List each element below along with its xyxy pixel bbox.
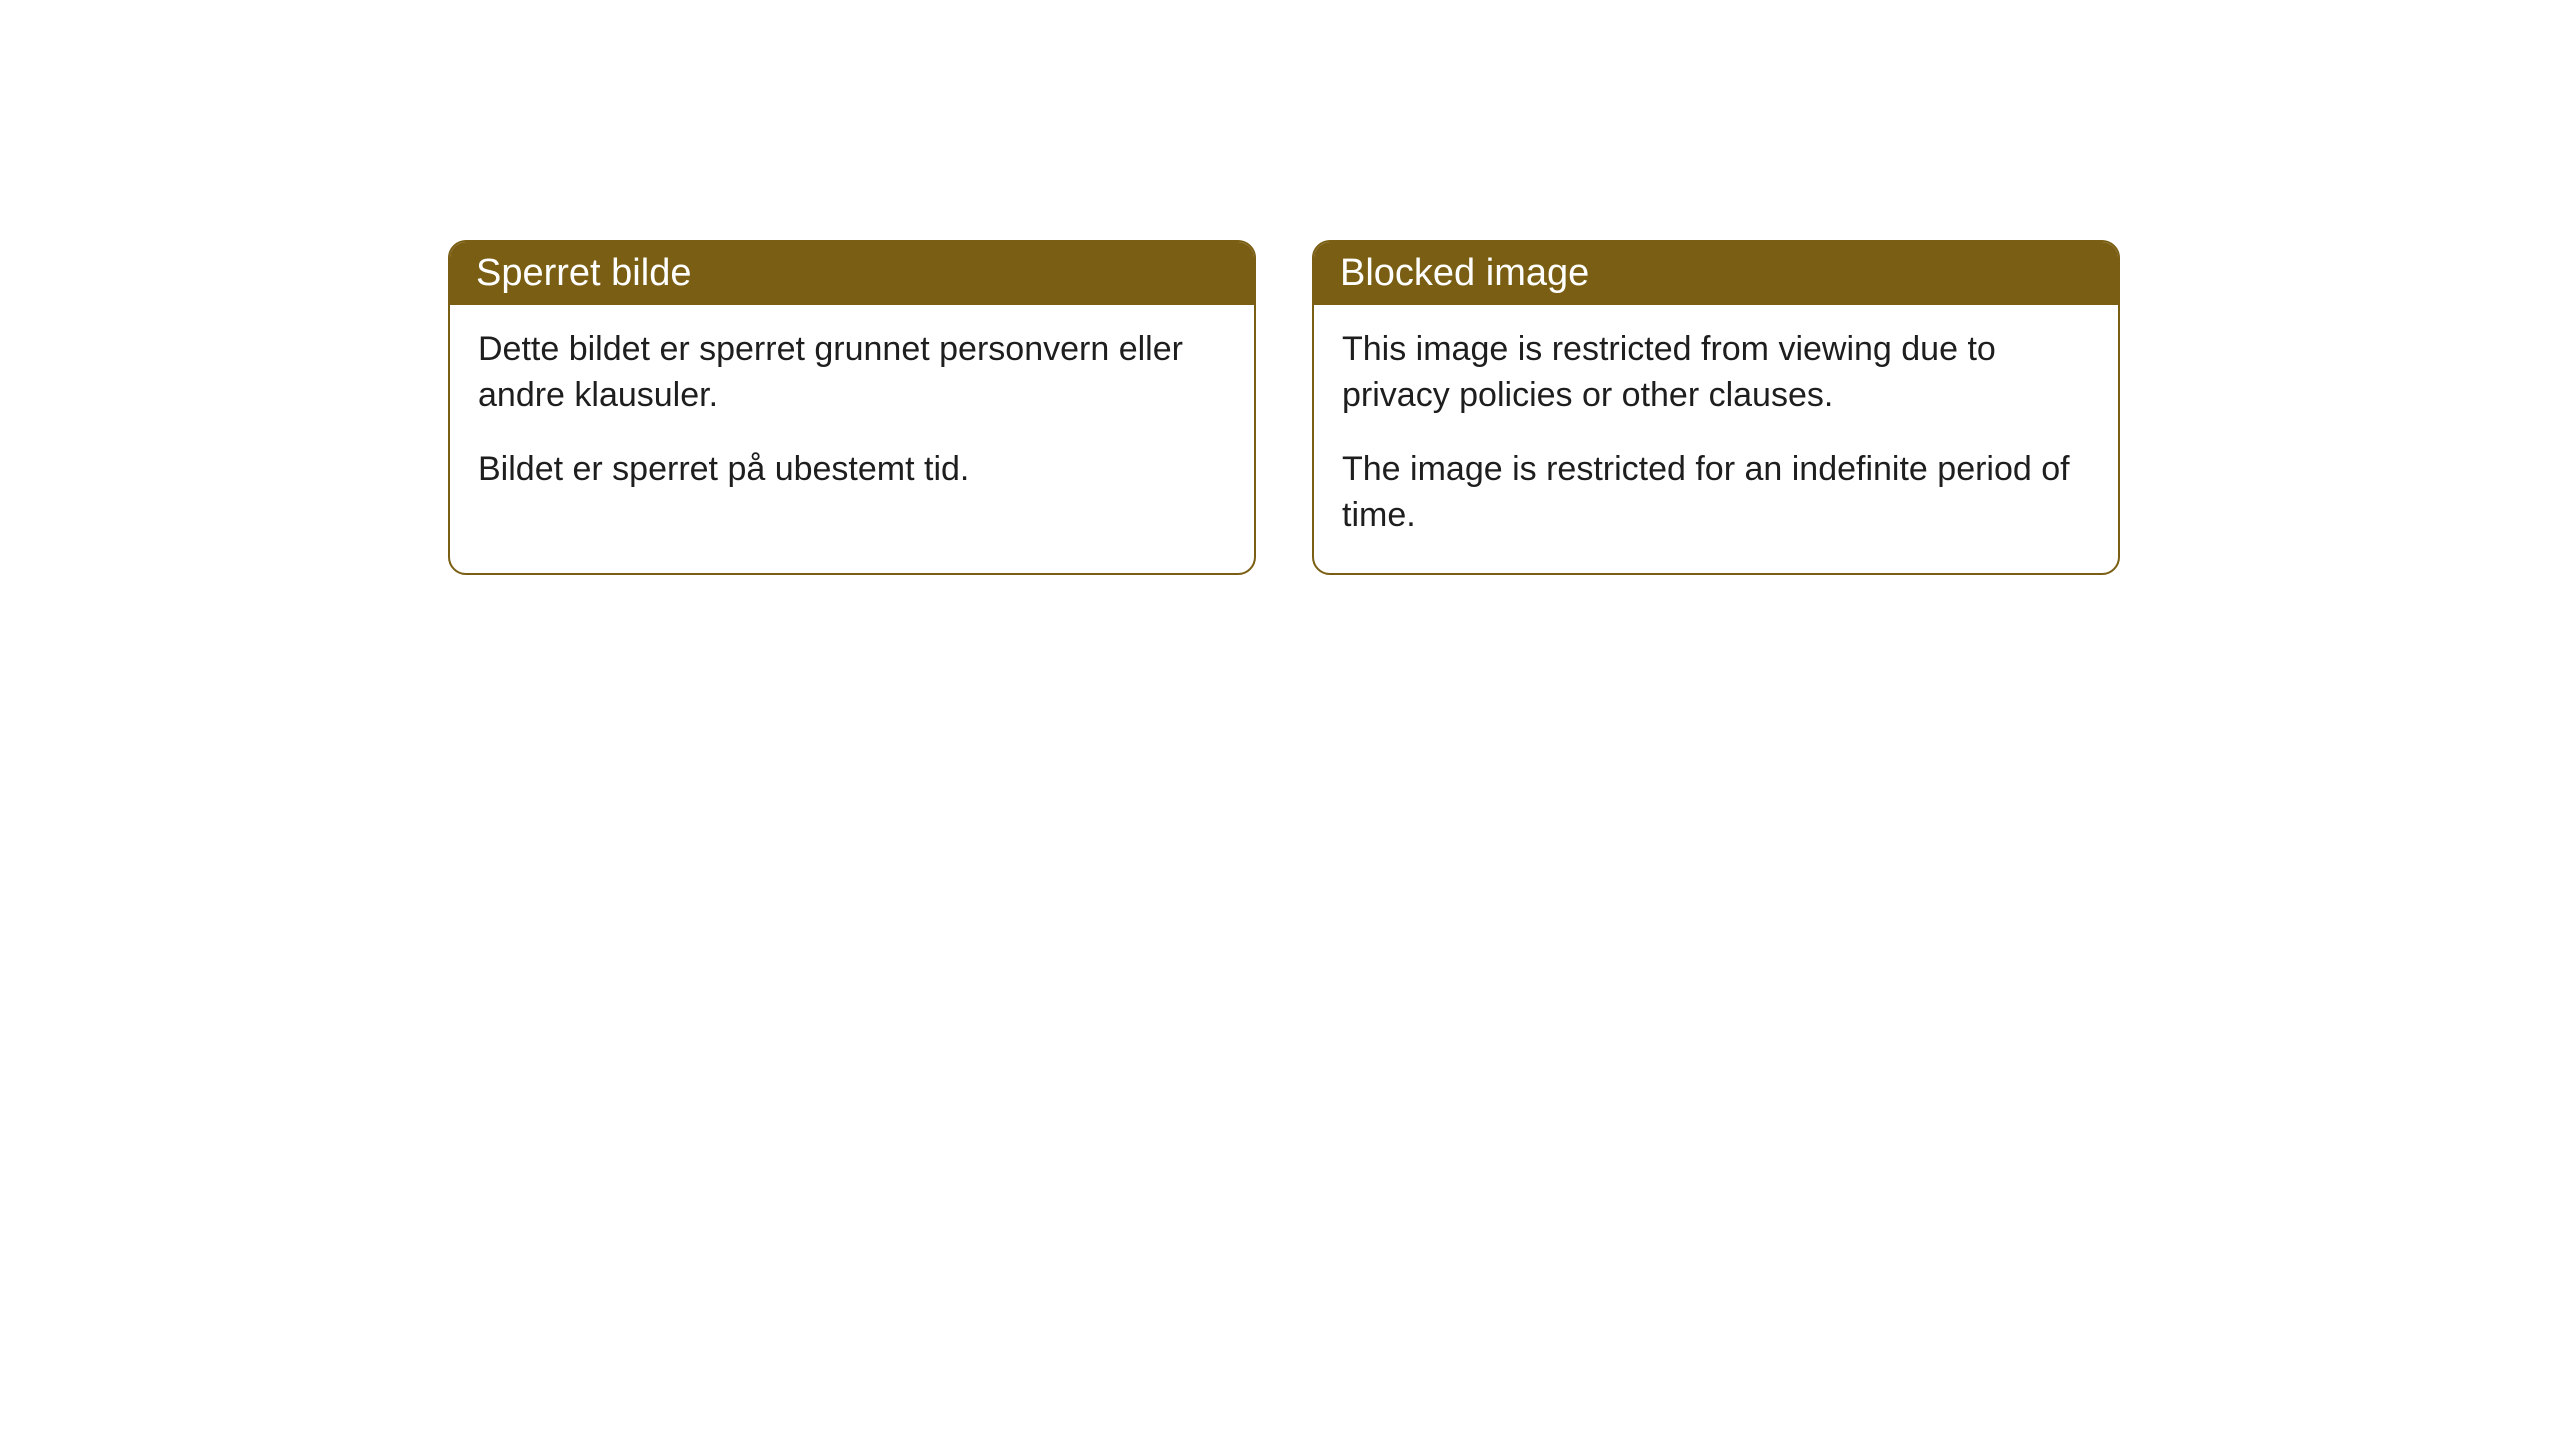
notice-body-norwegian: Dette bildet er sperret grunnet personve… (450, 305, 1254, 527)
notice-header-english: Blocked image (1314, 242, 2118, 305)
notice-title: Sperret bilde (476, 252, 691, 294)
notice-paragraph: Dette bildet er sperret grunnet personve… (478, 327, 1226, 419)
notice-header-norwegian: Sperret bilde (450, 242, 1254, 305)
notice-cards-row: Sperret bilde Dette bildet er sperret gr… (448, 240, 2120, 575)
notice-card-english: Blocked image This image is restricted f… (1312, 240, 2120, 575)
notice-card-norwegian: Sperret bilde Dette bildet er sperret gr… (448, 240, 1256, 575)
notice-title: Blocked image (1340, 252, 1589, 294)
notice-paragraph: This image is restricted from viewing du… (1342, 327, 2090, 419)
notice-body-english: This image is restricted from viewing du… (1314, 305, 2118, 573)
notice-paragraph: The image is restricted for an indefinit… (1342, 447, 2090, 539)
notice-paragraph: Bildet er sperret på ubestemt tid. (478, 447, 1226, 493)
